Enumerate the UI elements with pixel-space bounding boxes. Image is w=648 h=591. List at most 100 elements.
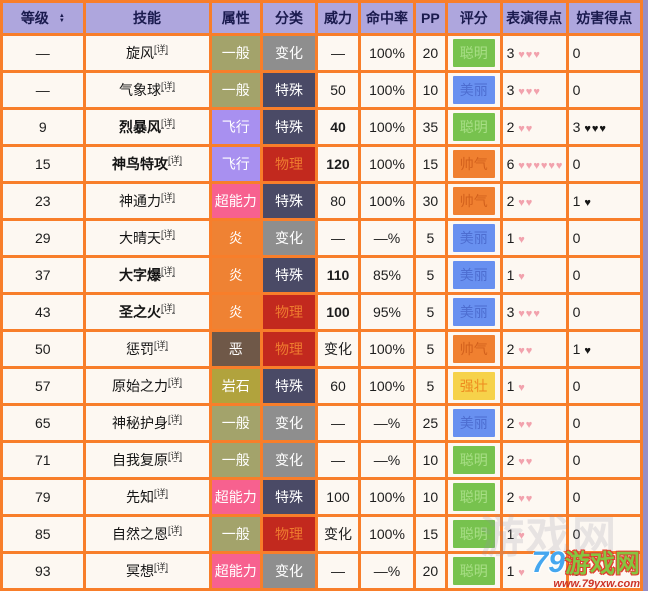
sort-icon[interactable]: ▲ ▼ [58,13,65,25]
table-row: 85 自然之恩[详] 一般 物理 变化 100% 15 聪明 1 ♥ 0 [0,514,644,554]
category-badge[interactable]: 特殊 [260,366,318,406]
appeal-cell: 3 ♥♥♥ [499,292,569,332]
rating-badge[interactable]: 美丽 [452,261,495,289]
pp-cell: 15 [412,144,448,184]
type-badge[interactable]: 一般 [208,440,264,480]
appeal-cell: 2 ♥♥ [499,477,569,517]
category-badge[interactable]: 变化 [260,403,318,443]
move-detail-link[interactable]: [详] [168,451,183,463]
category-badge[interactable]: 变化 [260,551,318,591]
rating-badge[interactable]: 聪明 [452,557,495,585]
move-detail-link[interactable]: [详] [154,44,169,56]
type-badge[interactable]: 飞行 [208,144,264,184]
rating-badge[interactable]: 聪明 [452,483,495,511]
type-badge[interactable]: 飞行 [208,588,264,591]
category-badge[interactable]: 特殊 [260,70,318,110]
type-badge[interactable]: 炎 [208,218,264,258]
appeal-hearts: ♥♥ [518,456,534,468]
accuracy-cell: —% [358,440,416,480]
rating-cell: 美丽 [444,255,503,295]
move-detail-link[interactable]: [详] [161,81,176,93]
type-badge[interactable]: 岩石 [208,366,264,406]
category-badge[interactable]: 物理 [260,144,318,184]
category-badge[interactable]: 物理 [260,329,318,369]
move-detail-link[interactable]: [详] [168,377,183,389]
column-header-0[interactable]: 等级 ▲ ▼ [0,0,86,36]
rating-badge[interactable]: 聪明 [452,446,495,474]
level-cell: 85 [0,514,86,554]
move-detail-link[interactable]: [详] [161,118,176,130]
rating-cell: 聪明 [444,107,503,147]
move-detail-link[interactable]: [详] [154,340,169,352]
category-badge[interactable]: 物理 [260,292,318,332]
table-row: — 旋风[详] 一般 变化 —100% 20 聪明 3 ♥♥♥ 0 [0,33,644,73]
accuracy-cell: 100% [358,33,416,73]
rating-badge[interactable]: 美丽 [452,409,495,437]
type-badge[interactable]: 超能力 [208,181,264,221]
move-detail-link[interactable]: [详] [161,229,176,241]
appeal-cell: 2 ♥♥ [499,181,569,221]
type-badge[interactable]: 一般 [208,70,264,110]
rating-badge[interactable]: 帅气 [452,187,495,215]
appeal-hearts: ♥ [518,382,526,394]
rating-badge[interactable]: 帅气 [452,150,495,178]
power-cell: — [314,440,362,480]
accuracy-cell: 100% [358,329,416,369]
category-badge[interactable]: 物理 [260,514,318,554]
appeal-hearts: ♥♥ [518,493,534,505]
rating-badge[interactable]: 聪明 [452,113,495,141]
rating-badge[interactable]: 美丽 [452,76,495,104]
type-badge[interactable]: 炎 [208,292,264,332]
move-detail-link[interactable]: [详] [168,525,183,537]
category-badge[interactable]: 变化 [260,218,318,258]
type-badge[interactable]: 一般 [208,514,264,554]
type-badge[interactable]: 超能力 [208,477,264,517]
type-badge[interactable]: 飞行 [208,107,264,147]
pp-cell: 10 [412,70,448,110]
category-badge[interactable]: 变化 [260,33,318,73]
power-cell: 110 [314,255,362,295]
category-badge[interactable]: 特殊 [260,181,318,221]
rating-badge[interactable]: 美丽 [452,224,495,252]
move-detail-link[interactable]: [详] [168,414,183,426]
category-badge[interactable]: 物理 [260,588,318,591]
accuracy-cell: —% [358,218,416,258]
level-cell: 43 [0,292,86,332]
rating-cell: 帅气 [444,181,503,221]
power-cell: 变化 [314,329,362,369]
pp-cell: 25 [412,403,448,443]
category-badge[interactable]: 特殊 [260,477,318,517]
rating-badge[interactable]: 聪明 [452,39,495,67]
jam-hearts: ♥♥♥ [584,123,607,135]
rating-badge[interactable]: 帅气 [452,335,495,363]
rating-cell: 聪明 [444,33,503,73]
category-badge[interactable]: 变化 [260,440,318,480]
table-row: 57 原始之力[详] 岩石 特殊 60 100% 5 强壮 1 ♥ 0 [0,366,644,406]
category-badge[interactable]: 特殊 [260,255,318,295]
move-detail-link[interactable]: [详] [168,155,183,167]
type-badge[interactable]: 炎 [208,255,264,295]
rating-badge[interactable]: 聪明 [452,520,495,548]
power-cell: — [314,551,362,591]
type-badge[interactable]: 恶 [208,329,264,369]
table-row: — 气象球[详] 一般 特殊 50 100% 10 美丽 3 ♥♥♥ 0 [0,70,644,110]
type-badge[interactable]: 一般 [208,33,264,73]
rating-cell: 聪明 [444,440,503,480]
power-cell: 40 [314,107,362,147]
move-cell: 神秘护身[详] [82,403,212,443]
type-badge[interactable]: 一般 [208,403,264,443]
category-badge[interactable]: 特殊 [260,107,318,147]
move-detail-link[interactable]: [详] [161,266,176,278]
type-badge[interactable]: 超能力 [208,551,264,591]
appeal-hearts: ♥♥ [518,123,534,135]
appeal-hearts: ♥♥♥ [518,308,541,320]
move-detail-link[interactable]: [详] [154,562,169,574]
rating-badge[interactable]: 美丽 [452,298,495,326]
move-detail-link[interactable]: [详] [161,303,176,315]
column-header-5: 命中率 [358,0,416,36]
appeal-hearts: ♥ [518,530,526,542]
move-detail-link[interactable]: [详] [161,192,176,204]
rating-badge[interactable]: 强壮 [452,372,495,400]
move-detail-link[interactable]: [详] [154,488,169,500]
appeal-hearts: ♥♥ [518,197,534,209]
